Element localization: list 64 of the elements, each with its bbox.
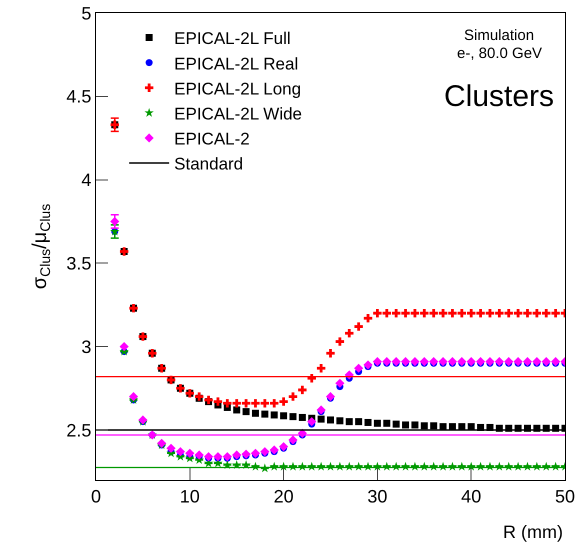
point: [288, 435, 298, 445]
x-tick-label: 20: [274, 486, 294, 507]
point: [354, 364, 364, 373]
point: [392, 420, 400, 428]
point: [128, 392, 138, 402]
point: [270, 411, 278, 418]
point: [307, 417, 316, 426]
annotation: Clusters: [444, 80, 554, 113]
point: [233, 406, 240, 414]
point: [326, 392, 336, 402]
x-tick-label: 0: [90, 486, 102, 507]
point: [279, 442, 288, 452]
point: [335, 378, 344, 388]
point: [345, 329, 354, 338]
x-tick-label: 10: [180, 486, 200, 507]
point: [252, 410, 259, 417]
y-tick-label: 4.5: [66, 86, 92, 107]
point: [336, 417, 344, 424]
legend-label: EPICAL-2L Full: [174, 29, 291, 48]
point: [336, 337, 344, 346]
point: [363, 360, 373, 370]
y-tick-label: 2.5: [66, 420, 92, 440]
point: [316, 405, 326, 414]
annotation: e-, 80.0 GeV: [457, 45, 542, 62]
legend-label: Standard: [174, 154, 244, 174]
point: [316, 364, 326, 372]
x-tick-label: 50: [554, 486, 576, 507]
point: [364, 314, 372, 322]
x-axis-title: R (mm): [503, 522, 563, 542]
point: [355, 418, 362, 426]
point: [298, 414, 306, 421]
point: [166, 444, 176, 453]
point: [411, 421, 418, 428]
point: [242, 408, 250, 416]
y-tick-label: 4: [81, 170, 92, 190]
point: [420, 422, 428, 430]
legend-label: EPICAL-2: [174, 130, 250, 149]
y-tick-label: 5: [81, 3, 92, 24]
y-tick-label: 3: [81, 336, 92, 357]
legend-label: EPICAL-2L Wide: [174, 104, 302, 124]
point: [298, 386, 307, 394]
annotation: Simulation: [464, 27, 534, 44]
point: [289, 413, 296, 420]
point: [430, 422, 438, 430]
point: [261, 410, 268, 418]
point: [194, 392, 204, 401]
point: [318, 416, 325, 423]
point: [364, 418, 372, 426]
x-tick-label: 40: [461, 486, 482, 507]
point: [327, 416, 334, 424]
point: [354, 322, 363, 331]
y-tick-label: 3.5: [66, 253, 92, 274]
point: [402, 421, 410, 428]
legend-label: EPICAL-2L Real: [174, 54, 298, 74]
point: [280, 412, 288, 420]
point: [374, 420, 381, 427]
point: [346, 418, 353, 426]
legend-label: EPICAL-2L Long: [174, 79, 302, 98]
point: [288, 392, 298, 401]
point: [120, 342, 129, 352]
point: [110, 216, 120, 226]
point: [326, 349, 335, 358]
point: [383, 420, 390, 427]
x-tick-label: 30: [367, 486, 388, 507]
